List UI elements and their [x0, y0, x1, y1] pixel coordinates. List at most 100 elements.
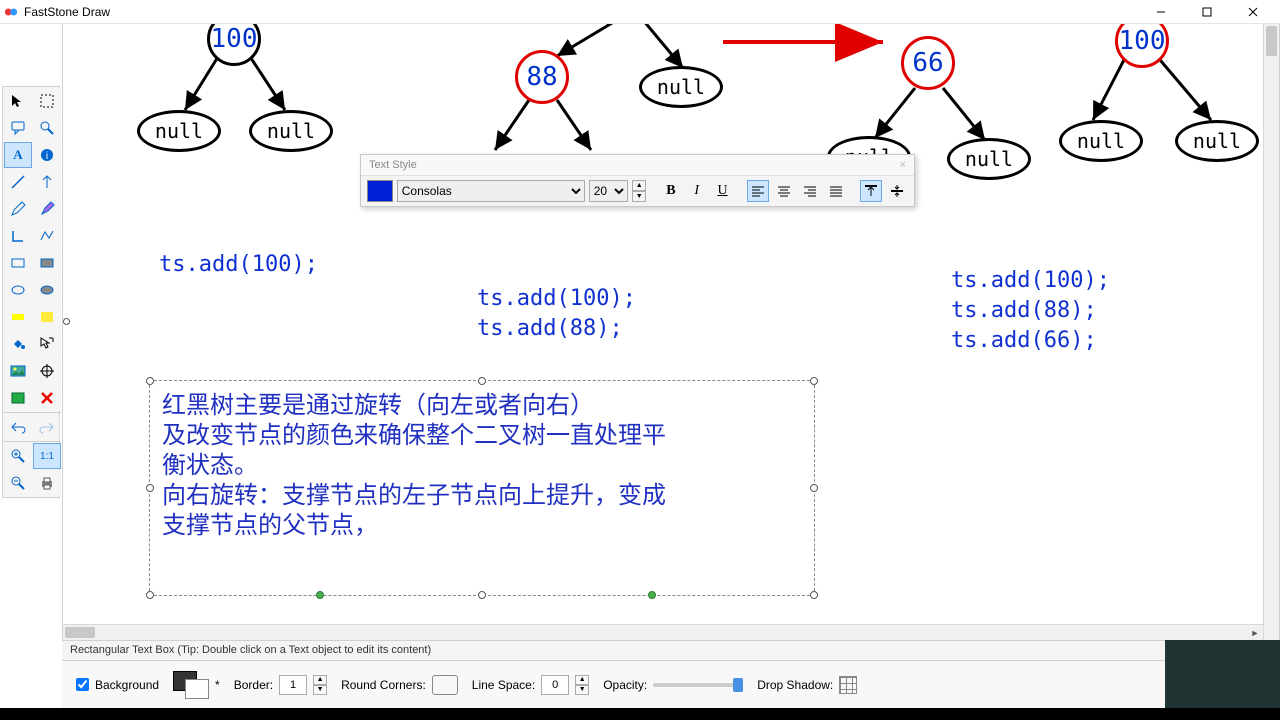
- bottom-strip: [0, 708, 1280, 720]
- rotate-handle-1[interactable]: [316, 591, 324, 599]
- bucket-tool[interactable]: [4, 331, 32, 357]
- selected-textbox[interactable]: 红黑树主要是通过旋转（向左或者向右） 及改变节点的颜色来确保整个二叉树一直处理平…: [149, 380, 815, 596]
- tree3-fr-right-node: null: [1175, 120, 1259, 162]
- code-r3: ts.add(66);: [951, 328, 1097, 353]
- status-tip: Rectangular Text Box (Tip: Double click …: [70, 644, 431, 656]
- text-color-swatch[interactable]: [367, 180, 393, 202]
- zoomin-tool[interactable]: [4, 443, 32, 469]
- bold-button[interactable]: B: [660, 180, 682, 202]
- polyline-tool[interactable]: [33, 223, 61, 249]
- ellipse-tool[interactable]: [4, 277, 32, 303]
- text-style-close-icon[interactable]: ×: [900, 159, 906, 171]
- align-right-button[interactable]: [799, 180, 821, 202]
- line-space-stepper[interactable]: ▲▼: [575, 675, 589, 695]
- opacity-slider[interactable]: [653, 683, 743, 687]
- callout-tool[interactable]: [4, 115, 32, 141]
- lshape-tool[interactable]: [4, 223, 32, 249]
- line-tool[interactable]: [4, 169, 32, 195]
- align-center-button[interactable]: [773, 180, 795, 202]
- highlight-tool[interactable]: [4, 304, 32, 330]
- target-tool[interactable]: [33, 358, 61, 384]
- vertical-scrollbar[interactable]: [1263, 24, 1279, 640]
- round-corners-preview[interactable]: [432, 675, 458, 695]
- opacity-thumb[interactable]: [733, 678, 743, 692]
- tree1-left-node: null: [137, 110, 221, 152]
- minimize-button[interactable]: [1138, 0, 1184, 24]
- resize-handle-w[interactable]: [146, 484, 154, 492]
- select-tool[interactable]: [4, 88, 32, 114]
- tree3-farright-node: 100: [1115, 24, 1169, 68]
- text-style-toolbar[interactable]: Text Style × Consolas 20 ▲▼ B I U: [360, 154, 915, 207]
- fg-bg-swatch[interactable]: [173, 671, 209, 699]
- align-justify-button[interactable]: [825, 180, 847, 202]
- resize-handle-s[interactable]: [478, 591, 486, 599]
- arrow-tool[interactable]: [33, 169, 61, 195]
- image-tool[interactable]: [4, 358, 32, 384]
- border-stepper[interactable]: ▲▼: [313, 675, 327, 695]
- rotate-handle-2[interactable]: [648, 591, 656, 599]
- italic-button[interactable]: I: [686, 180, 708, 202]
- fill-yellow-tool[interactable]: [33, 304, 61, 330]
- zoom-1to1-tool[interactable]: 1:1: [33, 443, 61, 469]
- zoomout-tool[interactable]: [4, 470, 32, 496]
- undo-tool[interactable]: [4, 414, 32, 440]
- canvas-area[interactable]: 100 null null 88 null 66 null null 100 n…: [62, 24, 1280, 640]
- tree3-fr-left-node: null: [1059, 120, 1143, 162]
- resize-handle-e[interactable]: [810, 484, 818, 492]
- border-label: Border:: [234, 678, 273, 692]
- font-size-stepper[interactable]: ▲▼: [632, 180, 646, 202]
- print-tool[interactable]: [33, 470, 61, 496]
- svg-text:i: i: [46, 151, 48, 162]
- vscroll-thumb[interactable]: [1266, 26, 1277, 56]
- greenrect-tool[interactable]: [4, 385, 32, 411]
- filled-rect-tool[interactable]: [33, 250, 61, 276]
- code-r2: ts.add(88);: [951, 298, 1097, 323]
- hscroll-right-arrow[interactable]: ►: [1247, 625, 1263, 640]
- delete-tool[interactable]: [33, 385, 61, 411]
- pencil-tool[interactable]: [4, 196, 32, 222]
- font-size-select[interactable]: 20: [589, 180, 629, 202]
- rect-tool[interactable]: [4, 250, 32, 276]
- picture-in-picture: [1165, 640, 1280, 708]
- resize-handle-se[interactable]: [810, 591, 818, 599]
- hscroll-thumb[interactable]: [65, 627, 95, 638]
- font-family-select[interactable]: Consolas: [397, 180, 585, 202]
- canvas-edge-handle[interactable]: [63, 318, 70, 325]
- underline-button[interactable]: U: [712, 180, 734, 202]
- asterisk-label: *: [215, 678, 220, 692]
- move-tool[interactable]: [33, 331, 61, 357]
- align-left-button[interactable]: [747, 180, 769, 202]
- drop-shadow-label: Drop Shadow:: [757, 678, 833, 692]
- resize-handle-n[interactable]: [478, 377, 486, 385]
- resize-handle-ne[interactable]: [810, 377, 818, 385]
- tree3-right-node: null: [947, 138, 1031, 180]
- tree1-root-node: 100: [207, 24, 261, 66]
- marker-tool[interactable]: [33, 196, 61, 222]
- code-r1: ts.add(100);: [951, 268, 1110, 293]
- tree2-root-node: 88: [515, 50, 569, 104]
- horizontal-scrollbar[interactable]: ◄ ►: [63, 624, 1263, 640]
- redo-tool[interactable]: [33, 414, 61, 440]
- background-label: Background: [95, 678, 159, 692]
- valign-top-button[interactable]: [860, 180, 882, 202]
- info-tool[interactable]: i: [33, 142, 61, 168]
- drop-shadow-grid[interactable]: [839, 676, 857, 694]
- tree2-right-sibling: null: [639, 66, 723, 108]
- text-tool[interactable]: A: [4, 142, 32, 168]
- tree1-right-node: null: [249, 110, 333, 152]
- app-icon: [4, 5, 18, 19]
- close-button[interactable]: [1230, 0, 1276, 24]
- marquee-tool[interactable]: [33, 88, 61, 114]
- code-l2b: ts.add(88);: [477, 316, 623, 341]
- toolbox: A i 1:1: [2, 86, 60, 498]
- maximize-button[interactable]: [1184, 0, 1230, 24]
- zoom-tool[interactable]: [33, 115, 61, 141]
- filled-ellipse-tool[interactable]: [33, 277, 61, 303]
- background-checkbox[interactable]: [76, 678, 89, 691]
- valign-middle-button[interactable]: [886, 180, 908, 202]
- resize-handle-nw[interactable]: [146, 377, 154, 385]
- line-space-input[interactable]: [541, 675, 569, 695]
- border-width-input[interactable]: [279, 675, 307, 695]
- resize-handle-sw[interactable]: [146, 591, 154, 599]
- app-title: FastStone Draw: [24, 5, 110, 19]
